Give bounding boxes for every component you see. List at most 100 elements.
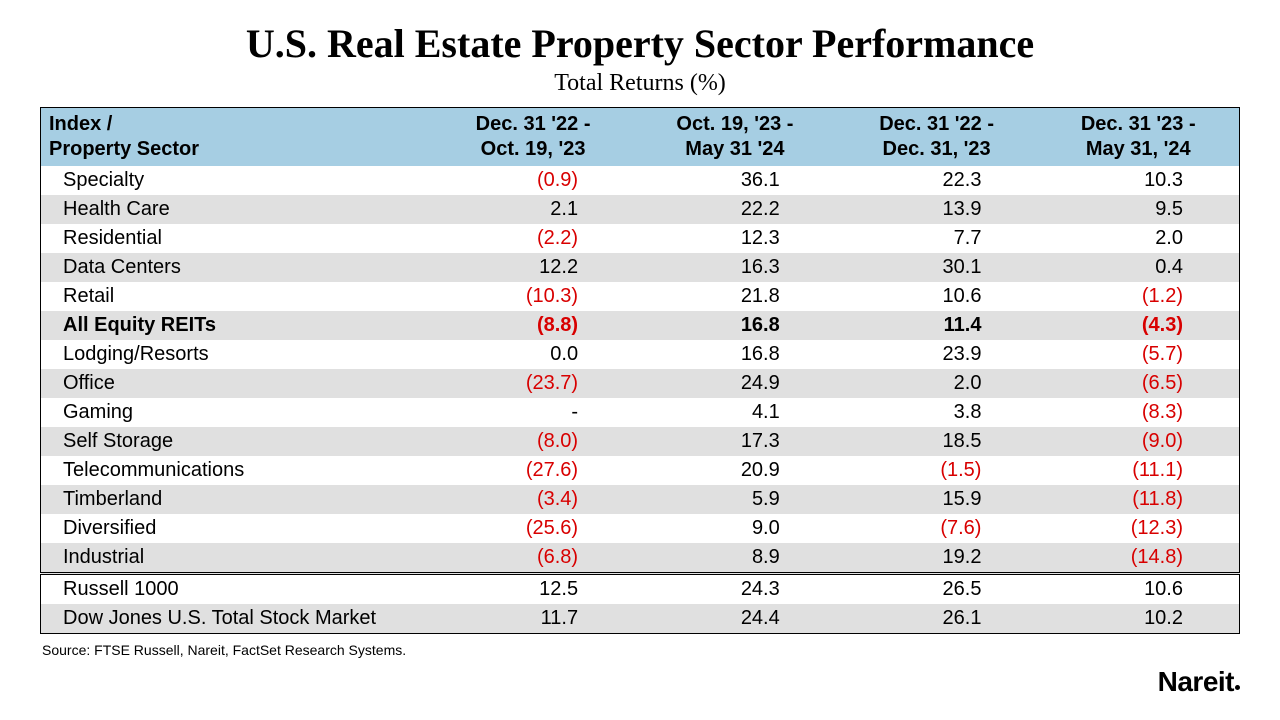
header-col3-l1: Dec. 31 '22 -: [879, 113, 994, 135]
row-value: -: [432, 398, 634, 427]
row-value: 30.1: [836, 253, 1038, 282]
row-value: 8.9: [634, 543, 836, 574]
row-value: 24.3: [634, 574, 836, 605]
table-row: Self Storage(8.0)17.318.5(9.0): [41, 427, 1240, 456]
row-value: 2.0: [1037, 224, 1239, 253]
header-col4-l2: May 31, '24: [1086, 138, 1191, 160]
row-value: 16.8: [634, 311, 836, 340]
row-label: All Equity REITs: [41, 311, 433, 340]
row-value: 12.5: [432, 574, 634, 605]
row-label: Timberland: [41, 485, 433, 514]
row-value: 2.1: [432, 195, 634, 224]
row-value: 11.7: [432, 604, 634, 634]
row-value: (2.2): [432, 224, 634, 253]
table-row: Health Care2.122.213.99.5: [41, 195, 1240, 224]
row-value: 4.1: [634, 398, 836, 427]
row-label: Specialty: [41, 166, 433, 195]
table-row: Telecommunications(27.6)20.9(1.5)(11.1): [41, 456, 1240, 485]
row-value: (0.9): [432, 166, 634, 195]
row-value: (1.2): [1037, 282, 1239, 311]
header-col2-l1: Oct. 19, '23 -: [676, 113, 793, 135]
row-value: 10.6: [836, 282, 1038, 311]
header-col1: Dec. 31 '22 - Oct. 19, '23: [432, 108, 634, 167]
row-label: Diversified: [41, 514, 433, 543]
row-value: 15.9: [836, 485, 1038, 514]
performance-table: Index / Property Sector Dec. 31 '22 - Oc…: [40, 107, 1240, 634]
header-col3-l2: Dec. 31, '23: [883, 138, 991, 160]
table-row: Office(23.7)24.92.0(6.5): [41, 369, 1240, 398]
row-value: (11.1): [1037, 456, 1239, 485]
row-value: 9.0: [634, 514, 836, 543]
row-value: (3.4): [432, 485, 634, 514]
table-body: Specialty(0.9)36.122.310.3Health Care2.1…: [41, 166, 1240, 574]
table-row: Residential(2.2)12.37.72.0: [41, 224, 1240, 253]
table-row: Data Centers12.216.330.10.4: [41, 253, 1240, 282]
row-value: 26.5: [836, 574, 1038, 605]
table-row: Timberland(3.4)5.915.9(11.8): [41, 485, 1240, 514]
row-value: (27.6): [432, 456, 634, 485]
row-value: 0.0: [432, 340, 634, 369]
header-col0-l2: Property Sector: [49, 138, 199, 160]
source-footnote: Source: FTSE Russell, Nareit, FactSet Re…: [40, 642, 1240, 658]
header-col1-l1: Dec. 31 '22 -: [476, 113, 591, 135]
header-col3: Dec. 31 '22 - Dec. 31, '23: [836, 108, 1038, 167]
row-value: 21.8: [634, 282, 836, 311]
table-header: Index / Property Sector Dec. 31 '22 - Oc…: [41, 108, 1240, 167]
row-label: Residential: [41, 224, 433, 253]
row-label: Office: [41, 369, 433, 398]
row-value: (23.7): [432, 369, 634, 398]
row-label: Retail: [41, 282, 433, 311]
row-value: (25.6): [432, 514, 634, 543]
row-value: 10.6: [1037, 574, 1239, 605]
row-value: 16.8: [634, 340, 836, 369]
row-value: 16.3: [634, 253, 836, 282]
table-row: All Equity REITs(8.8)16.811.4(4.3): [41, 311, 1240, 340]
page: U.S. Real Estate Property Sector Perform…: [0, 0, 1280, 720]
row-value: 5.9: [634, 485, 836, 514]
row-value: 3.8: [836, 398, 1038, 427]
row-label: Industrial: [41, 543, 433, 574]
row-value: 9.5: [1037, 195, 1239, 224]
row-value: 23.9: [836, 340, 1038, 369]
header-col1-l2: Oct. 19, '23: [481, 138, 586, 160]
table-row: Retail(10.3)21.810.6(1.2): [41, 282, 1240, 311]
row-value: (8.0): [432, 427, 634, 456]
header-col0: Index / Property Sector: [41, 108, 433, 167]
benchmark-body: Russell 100012.524.326.510.6Dow Jones U.…: [41, 574, 1240, 634]
row-label: Russell 1000: [41, 574, 433, 605]
row-value: 12.3: [634, 224, 836, 253]
row-value: (9.0): [1037, 427, 1239, 456]
row-value: (4.3): [1037, 311, 1239, 340]
header-col4-l1: Dec. 31 '23 -: [1081, 113, 1196, 135]
row-value: (8.3): [1037, 398, 1239, 427]
benchmark-row: Dow Jones U.S. Total Stock Market11.724.…: [41, 604, 1240, 634]
row-value: 36.1: [634, 166, 836, 195]
row-value: (7.6): [836, 514, 1038, 543]
row-label: Self Storage: [41, 427, 433, 456]
nareit-logo: Nareit: [1158, 666, 1240, 698]
row-value: 22.2: [634, 195, 836, 224]
row-value: (10.3): [432, 282, 634, 311]
row-value: 19.2: [836, 543, 1038, 574]
row-value: 22.3: [836, 166, 1038, 195]
row-value: 2.0: [836, 369, 1038, 398]
table-row: Industrial(6.8)8.919.2(14.8): [41, 543, 1240, 574]
row-value: (5.7): [1037, 340, 1239, 369]
row-value: 24.4: [634, 604, 836, 634]
header-col0-l1: Index /: [49, 113, 112, 135]
row-value: 7.7: [836, 224, 1038, 253]
table-row: Gaming-4.13.8(8.3): [41, 398, 1240, 427]
header-col2: Oct. 19, '23 - May 31 '24: [634, 108, 836, 167]
header-col4: Dec. 31 '23 - May 31, '24: [1037, 108, 1239, 167]
logo-text: Nareit: [1158, 666, 1234, 697]
row-value: 0.4: [1037, 253, 1239, 282]
row-value: 17.3: [634, 427, 836, 456]
row-value: (14.8): [1037, 543, 1239, 574]
row-value: (11.8): [1037, 485, 1239, 514]
row-label: Health Care: [41, 195, 433, 224]
row-label: Lodging/Resorts: [41, 340, 433, 369]
row-value: 11.4: [836, 311, 1038, 340]
benchmark-row: Russell 100012.524.326.510.6: [41, 574, 1240, 605]
page-subtitle: Total Returns (%): [40, 70, 1240, 97]
table-row: Lodging/Resorts0.016.823.9(5.7): [41, 340, 1240, 369]
